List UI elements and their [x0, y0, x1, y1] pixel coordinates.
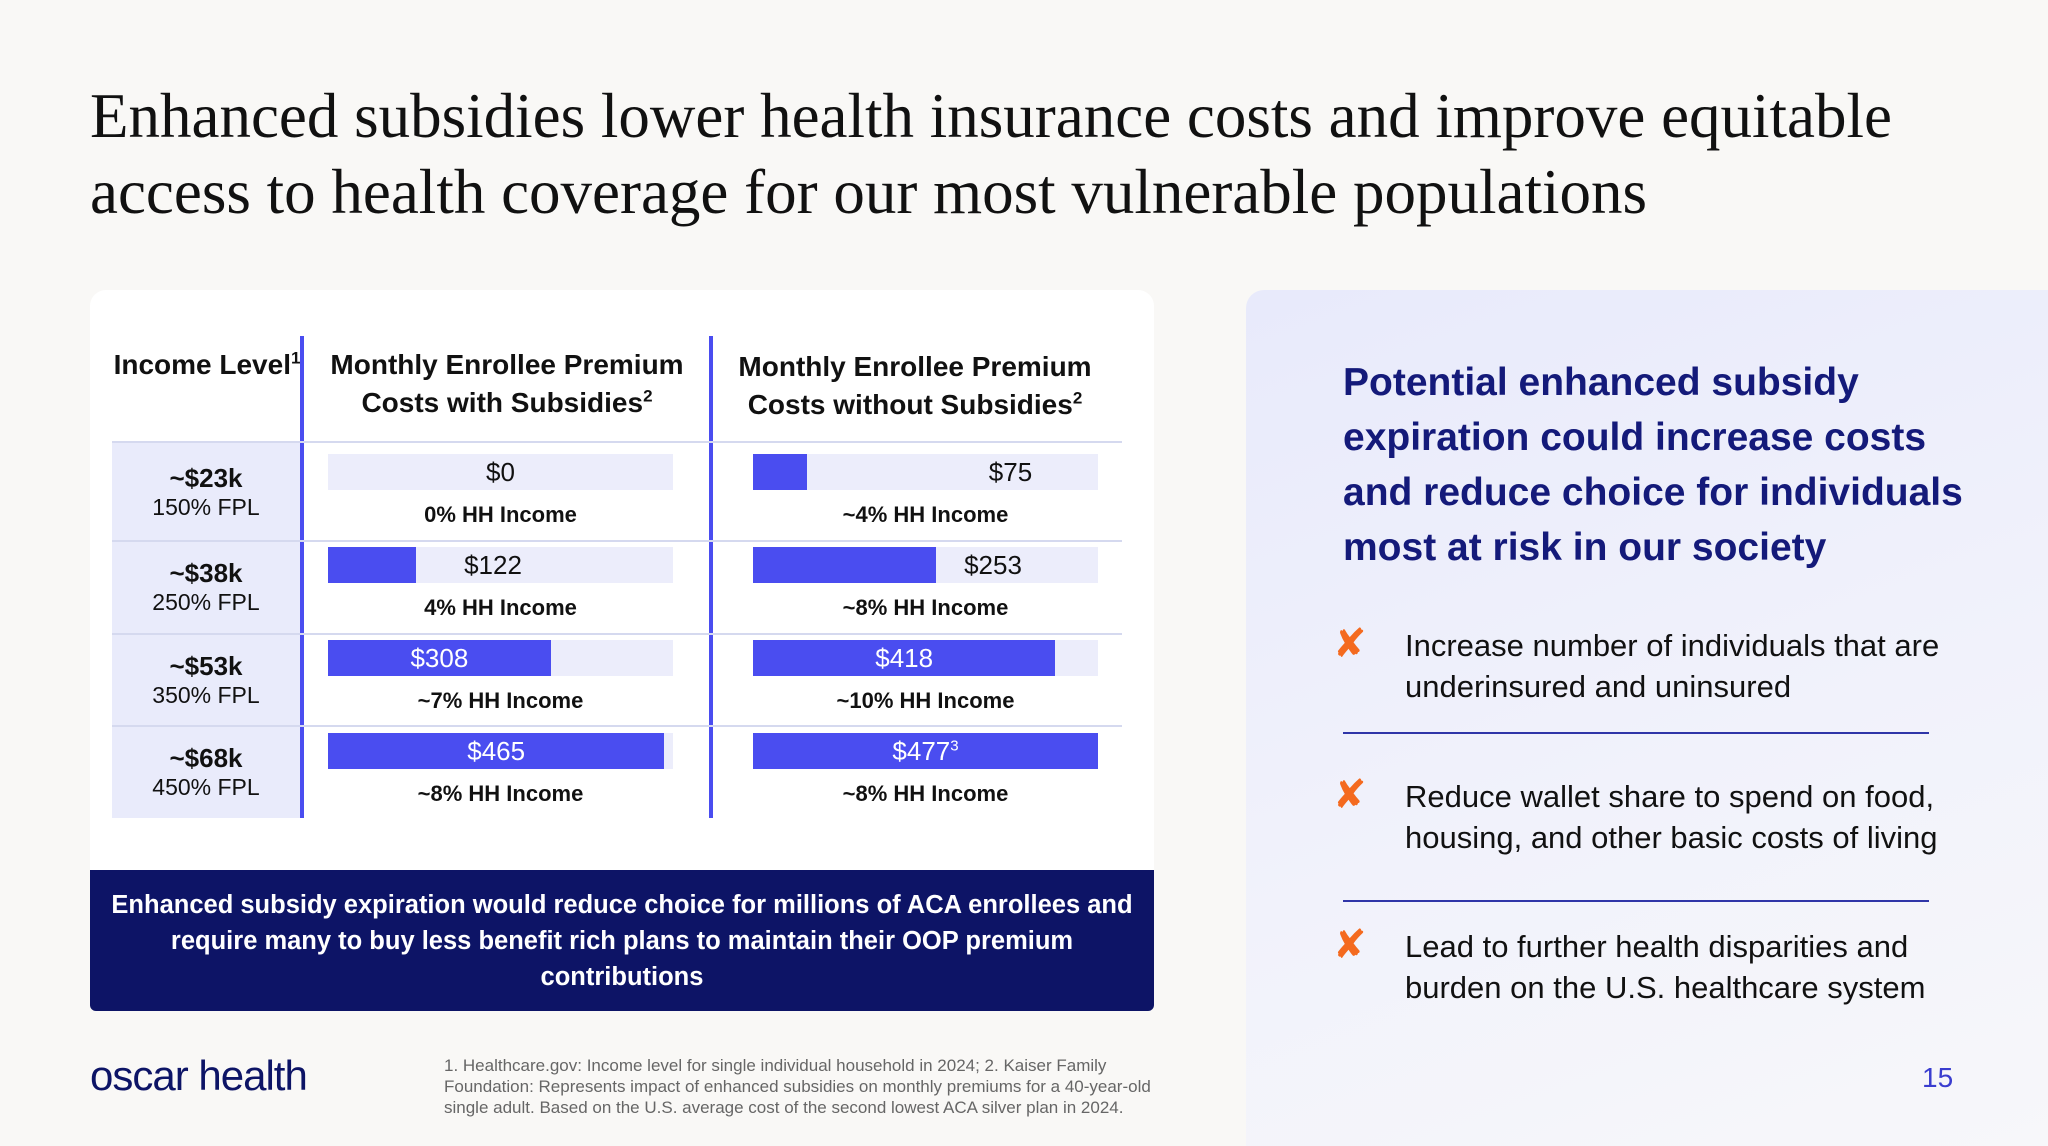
bar-with-subsidy: $308	[328, 640, 673, 676]
bar-value-label: $0	[486, 457, 515, 487]
bar-fill	[328, 640, 551, 676]
row-divider	[112, 441, 1122, 443]
page-number: 15	[1922, 1062, 1954, 1093]
bar-value-label: $308	[410, 643, 469, 673]
income-cell: ~$23k 150% FPL	[112, 443, 300, 540]
hh-income-percent: ~10% HH Income	[836, 688, 1015, 713]
risk-point-text: Reduce wallet share to spend on food, ho…	[1405, 779, 1938, 855]
income-cell: ~$68k 450% FPL	[112, 727, 300, 818]
bar-value-label: $253	[964, 550, 1022, 580]
income-amount: ~$68k	[169, 743, 243, 773]
hh-income-percent: ~4% HH Income	[842, 502, 1009, 527]
oscar-health-logo: oscar health	[90, 1052, 308, 1099]
column-divider	[709, 336, 713, 818]
bar-fill	[328, 547, 417, 583]
risk-panel	[1246, 290, 2048, 1146]
bar-with-subsidy: $465	[328, 733, 673, 769]
header-without-subsidies: Monthly Enrollee Premium Costs without S…	[738, 351, 1092, 420]
hh-income-percent: 0% HH Income	[424, 502, 577, 527]
income-fpl: 150% FPL	[152, 494, 260, 520]
header-income-level: Income Level1	[113, 348, 301, 380]
x-mark-icon: ✘	[1333, 773, 1367, 817]
risk-point-text: Lead to further health disparities and b…	[1405, 929, 1926, 1005]
bar-without-subsidy: $4773	[753, 733, 1098, 769]
slide-title: Enhanced subsidies lower health insuranc…	[90, 81, 1892, 227]
bar-value-label: $122	[464, 550, 522, 580]
bar-fill	[753, 454, 808, 490]
income-amount: ~$23k	[169, 463, 243, 493]
bar-value-label: $418	[875, 643, 934, 673]
bar-fill	[753, 733, 1098, 769]
column-divider	[300, 336, 304, 818]
income-cell: ~$38k 250% FPL	[112, 542, 300, 633]
row-divider	[112, 725, 1122, 727]
hh-income-percent: ~8% HH Income	[842, 595, 1009, 620]
hh-income-percent: ~7% HH Income	[417, 688, 584, 713]
risk-point-text: Increase number of individuals that are …	[1405, 628, 1940, 704]
row-divider	[112, 633, 1122, 635]
bar-without-subsidy: $418	[753, 640, 1098, 676]
row-divider	[112, 540, 1122, 542]
hh-income-percent: ~8% HH Income	[417, 781, 584, 806]
summary-banner: Enhanced subsidy expiration would reduce…	[90, 870, 1154, 1011]
bar-fill	[328, 733, 665, 769]
hh-income-percent: ~8% HH Income	[842, 781, 1009, 806]
bar-value-label: $75	[988, 457, 1033, 487]
income-amount: ~$38k	[169, 558, 243, 588]
bar-fill	[753, 640, 1056, 676]
income-fpl: 450% FPL	[152, 774, 260, 800]
bar-fill	[753, 547, 936, 583]
income-amount: ~$53k	[169, 651, 243, 681]
point-divider	[1343, 732, 1929, 734]
bar-with-subsidy: $122	[328, 547, 673, 583]
bar-value-label: $4773	[892, 736, 959, 766]
bar-without-subsidy: $253	[753, 547, 1098, 583]
bar-with-subsidy: $0	[328, 454, 673, 490]
x-mark-icon: ✘	[1333, 622, 1367, 666]
hh-income-percent: 4% HH Income	[424, 595, 577, 620]
point-divider	[1343, 900, 1929, 902]
footnote: 1. Healthcare.gov: Income level for sing…	[444, 1056, 1151, 1117]
income-fpl: 350% FPL	[152, 682, 260, 708]
bar-without-subsidy: $75	[753, 454, 1098, 490]
header-with-subsidies: Monthly Enrollee Premium Costs with Subs…	[330, 349, 684, 418]
panel-heading: Potential enhanced subsidy expiration co…	[1343, 361, 1963, 569]
income-cell: ~$53k 350% FPL	[112, 635, 300, 725]
income-fpl: 250% FPL	[152, 589, 260, 615]
x-mark-icon: ✘	[1333, 923, 1367, 967]
bar-value-label: $465	[467, 736, 526, 766]
